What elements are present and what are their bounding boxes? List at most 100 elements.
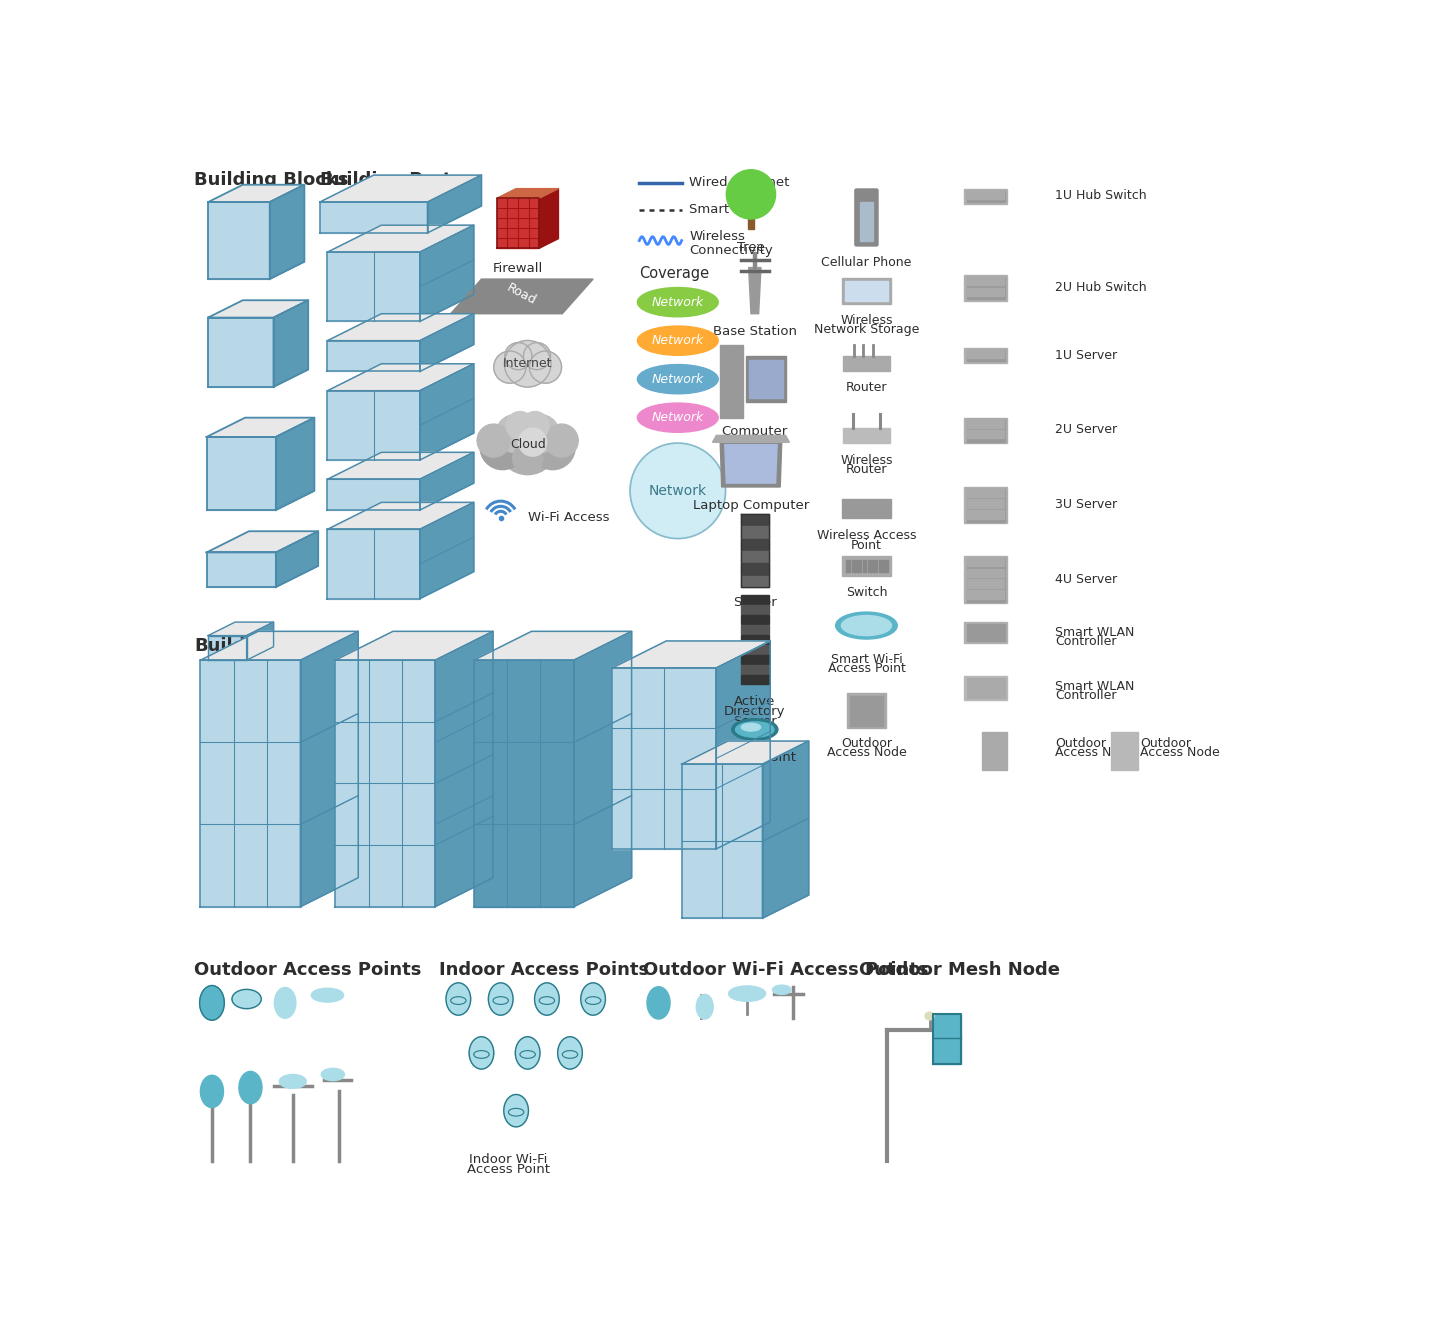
Text: Network: Network [649, 484, 707, 498]
Circle shape [512, 443, 543, 474]
Polygon shape [741, 635, 769, 644]
Text: Wi-Fi Access: Wi-Fi Access [528, 511, 609, 524]
Polygon shape [746, 357, 785, 402]
Text: Building Parts: Building Parts [319, 172, 461, 189]
Ellipse shape [731, 719, 778, 740]
Polygon shape [965, 676, 1007, 700]
Polygon shape [741, 604, 769, 614]
Ellipse shape [200, 985, 225, 1020]
Polygon shape [328, 314, 474, 341]
Polygon shape [842, 278, 891, 305]
Polygon shape [842, 499, 891, 518]
Text: Base Station: Base Station [712, 325, 797, 338]
Circle shape [546, 425, 577, 457]
Polygon shape [968, 579, 1004, 588]
Circle shape [530, 351, 562, 383]
Polygon shape [741, 615, 769, 624]
Ellipse shape [274, 988, 296, 1018]
Polygon shape [682, 764, 763, 918]
Circle shape [524, 342, 550, 370]
Text: Wired Ethernet: Wired Ethernet [689, 176, 789, 189]
Polygon shape [965, 189, 1007, 204]
Ellipse shape [239, 1071, 263, 1103]
Text: Switch: Switch [846, 586, 887, 599]
Text: Point: Point [852, 539, 882, 551]
Ellipse shape [696, 994, 714, 1020]
Polygon shape [496, 198, 540, 249]
Ellipse shape [445, 982, 470, 1016]
Polygon shape [849, 717, 884, 727]
Text: Outdoor Wi-Fi Access Points: Outdoor Wi-Fi Access Points [643, 961, 929, 978]
Text: Access Point: Access Point [467, 1163, 550, 1177]
Polygon shape [968, 488, 1004, 496]
Polygon shape [741, 575, 769, 587]
Text: 1U Hub Switch: 1U Hub Switch [1055, 189, 1146, 202]
Polygon shape [968, 677, 1006, 697]
Text: Controller: Controller [1055, 635, 1117, 648]
Circle shape [477, 425, 511, 457]
Ellipse shape [580, 982, 605, 1016]
Polygon shape [328, 453, 474, 479]
Polygon shape [741, 624, 769, 634]
Polygon shape [753, 252, 756, 268]
Polygon shape [207, 301, 308, 318]
Polygon shape [206, 418, 315, 437]
Polygon shape [300, 631, 358, 906]
Polygon shape [419, 314, 474, 371]
Polygon shape [843, 427, 889, 443]
Polygon shape [852, 560, 856, 572]
Text: Network: Network [651, 334, 704, 347]
Polygon shape [966, 190, 1006, 202]
Ellipse shape [321, 1069, 344, 1081]
Circle shape [730, 173, 772, 216]
Circle shape [505, 342, 533, 370]
Polygon shape [741, 675, 769, 684]
Text: Network: Network [651, 411, 704, 425]
Polygon shape [844, 281, 888, 301]
Polygon shape [741, 514, 769, 526]
Circle shape [518, 429, 547, 457]
Text: 4U Server: 4U Server [1055, 572, 1117, 586]
Polygon shape [419, 502, 474, 599]
Polygon shape [879, 560, 882, 572]
Polygon shape [276, 418, 315, 510]
Ellipse shape [836, 612, 897, 639]
Polygon shape [720, 441, 782, 487]
Text: Firewall: Firewall [492, 262, 543, 276]
Polygon shape [749, 359, 782, 398]
Text: Smart WLAN: Smart WLAN [1055, 680, 1135, 693]
Ellipse shape [736, 721, 773, 737]
Polygon shape [247, 622, 274, 660]
Text: Router: Router [846, 463, 887, 476]
Polygon shape [965, 418, 1007, 443]
Polygon shape [328, 530, 419, 599]
Polygon shape [846, 560, 850, 572]
Polygon shape [884, 560, 888, 572]
Text: Smart Wi-Fi: Smart Wi-Fi [830, 652, 903, 666]
Polygon shape [206, 552, 276, 587]
Polygon shape [966, 558, 1006, 602]
Circle shape [493, 351, 525, 383]
Polygon shape [207, 636, 247, 660]
Polygon shape [200, 660, 300, 906]
Text: Buildings: Buildings [194, 638, 287, 655]
Ellipse shape [557, 1037, 582, 1069]
Text: Outdoor: Outdoor [1055, 737, 1106, 749]
Polygon shape [965, 622, 1007, 643]
Polygon shape [933, 1014, 961, 1065]
Polygon shape [968, 568, 1004, 578]
Polygon shape [328, 225, 474, 252]
Text: Indoor Access Points: Indoor Access Points [440, 961, 649, 978]
Text: Access Node: Access Node [827, 747, 907, 760]
Polygon shape [328, 479, 419, 510]
Polygon shape [763, 741, 808, 918]
Polygon shape [968, 624, 1006, 642]
Polygon shape [474, 631, 631, 660]
Polygon shape [207, 318, 274, 387]
Text: Indoor Wi-Fi: Indoor Wi-Fi [469, 1153, 547, 1166]
Polygon shape [741, 526, 769, 538]
Polygon shape [1110, 732, 1138, 771]
Polygon shape [276, 531, 318, 587]
Polygon shape [207, 185, 305, 202]
Text: Outdoor Access Points: Outdoor Access Points [194, 961, 422, 978]
